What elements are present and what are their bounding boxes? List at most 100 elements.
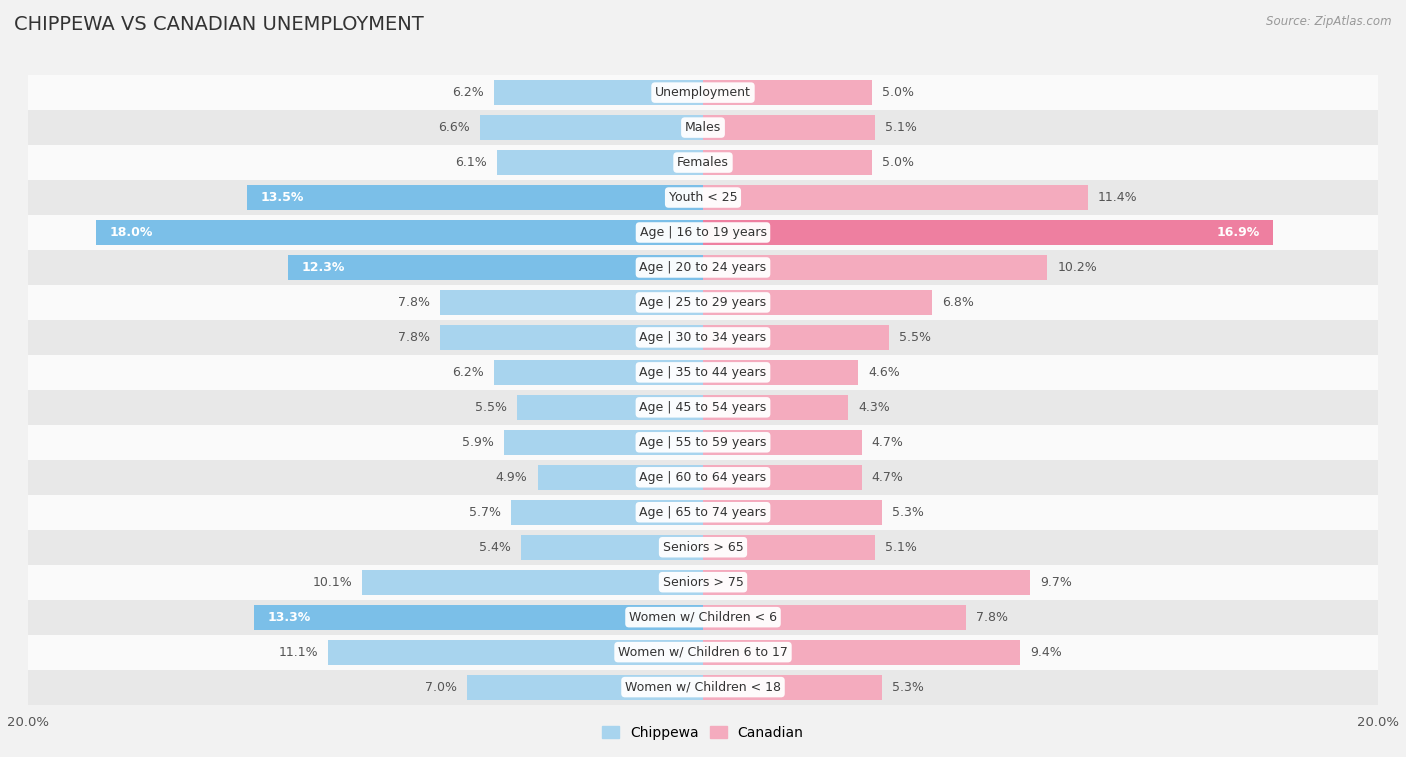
Text: 4.6%: 4.6% bbox=[869, 366, 900, 378]
Text: Unemployment: Unemployment bbox=[655, 86, 751, 99]
Bar bbox=[28, 600, 1378, 634]
Text: 5.3%: 5.3% bbox=[891, 506, 924, 519]
Legend: Chippewa, Canadian: Chippewa, Canadian bbox=[602, 726, 804, 740]
Bar bbox=[28, 495, 1378, 530]
Bar bbox=[28, 285, 1378, 320]
Text: 6.8%: 6.8% bbox=[942, 296, 974, 309]
Bar bbox=[288, 255, 703, 280]
Bar bbox=[254, 605, 703, 630]
Bar bbox=[537, 465, 703, 490]
Text: Youth < 25: Youth < 25 bbox=[669, 191, 737, 204]
Text: Age | 20 to 24 years: Age | 20 to 24 years bbox=[640, 261, 766, 274]
Text: 5.4%: 5.4% bbox=[479, 540, 510, 553]
Bar bbox=[440, 325, 703, 350]
Text: Age | 16 to 19 years: Age | 16 to 19 years bbox=[640, 226, 766, 239]
Text: 6.2%: 6.2% bbox=[451, 366, 484, 378]
Text: 18.0%: 18.0% bbox=[110, 226, 152, 239]
Text: 4.7%: 4.7% bbox=[872, 436, 904, 449]
Bar bbox=[28, 459, 1378, 495]
Bar bbox=[440, 290, 703, 315]
Text: Source: ZipAtlas.com: Source: ZipAtlas.com bbox=[1267, 15, 1392, 28]
Text: 5.3%: 5.3% bbox=[891, 681, 924, 693]
Bar bbox=[96, 220, 703, 245]
Text: 11.4%: 11.4% bbox=[1098, 191, 1137, 204]
Bar bbox=[28, 250, 1378, 285]
Bar bbox=[703, 80, 872, 105]
Text: 4.9%: 4.9% bbox=[496, 471, 527, 484]
Text: 7.8%: 7.8% bbox=[398, 296, 430, 309]
Text: Age | 45 to 54 years: Age | 45 to 54 years bbox=[640, 401, 766, 414]
Bar bbox=[703, 500, 882, 525]
Bar bbox=[28, 110, 1378, 145]
Text: 5.0%: 5.0% bbox=[882, 86, 914, 99]
Bar bbox=[703, 394, 848, 420]
Text: 6.1%: 6.1% bbox=[456, 156, 486, 169]
Text: Women w/ Children < 18: Women w/ Children < 18 bbox=[626, 681, 780, 693]
Bar bbox=[247, 185, 703, 210]
Text: 7.8%: 7.8% bbox=[976, 611, 1008, 624]
Bar bbox=[28, 565, 1378, 600]
Bar bbox=[703, 220, 1274, 245]
Text: 5.0%: 5.0% bbox=[882, 156, 914, 169]
Text: 5.7%: 5.7% bbox=[468, 506, 501, 519]
Bar bbox=[28, 75, 1378, 110]
Bar bbox=[703, 569, 1031, 595]
Text: Seniors > 75: Seniors > 75 bbox=[662, 575, 744, 589]
Text: 9.7%: 9.7% bbox=[1040, 575, 1073, 589]
Text: 10.1%: 10.1% bbox=[312, 575, 352, 589]
Bar bbox=[703, 640, 1021, 665]
Text: Females: Females bbox=[678, 156, 728, 169]
Bar bbox=[703, 605, 966, 630]
Text: 7.8%: 7.8% bbox=[398, 331, 430, 344]
Bar bbox=[329, 640, 703, 665]
Bar bbox=[520, 534, 703, 560]
Bar bbox=[703, 534, 875, 560]
Bar bbox=[498, 150, 703, 175]
Text: 5.5%: 5.5% bbox=[475, 401, 508, 414]
Text: 7.0%: 7.0% bbox=[425, 681, 457, 693]
Text: Age | 35 to 44 years: Age | 35 to 44 years bbox=[640, 366, 766, 378]
Text: 5.1%: 5.1% bbox=[886, 121, 917, 134]
Text: 12.3%: 12.3% bbox=[301, 261, 344, 274]
Bar bbox=[28, 355, 1378, 390]
Bar bbox=[467, 674, 703, 699]
Text: 13.3%: 13.3% bbox=[267, 611, 311, 624]
Text: 6.6%: 6.6% bbox=[439, 121, 470, 134]
Bar bbox=[494, 360, 703, 385]
Bar bbox=[28, 145, 1378, 180]
Text: CHIPPEWA VS CANADIAN UNEMPLOYMENT: CHIPPEWA VS CANADIAN UNEMPLOYMENT bbox=[14, 15, 423, 34]
Bar bbox=[363, 569, 703, 595]
Bar bbox=[703, 360, 858, 385]
Bar bbox=[28, 180, 1378, 215]
Text: 9.4%: 9.4% bbox=[1031, 646, 1062, 659]
Bar bbox=[28, 215, 1378, 250]
Text: 11.1%: 11.1% bbox=[278, 646, 318, 659]
Bar bbox=[494, 80, 703, 105]
Bar bbox=[703, 465, 862, 490]
Bar bbox=[703, 185, 1088, 210]
Text: Women w/ Children 6 to 17: Women w/ Children 6 to 17 bbox=[619, 646, 787, 659]
Bar bbox=[703, 115, 875, 140]
Text: Males: Males bbox=[685, 121, 721, 134]
Text: 4.7%: 4.7% bbox=[872, 471, 904, 484]
Text: 5.9%: 5.9% bbox=[463, 436, 494, 449]
Bar bbox=[703, 325, 889, 350]
Text: Age | 30 to 34 years: Age | 30 to 34 years bbox=[640, 331, 766, 344]
Bar bbox=[28, 530, 1378, 565]
Text: 6.2%: 6.2% bbox=[451, 86, 484, 99]
Text: Age | 60 to 64 years: Age | 60 to 64 years bbox=[640, 471, 766, 484]
Bar bbox=[703, 290, 932, 315]
Text: 10.2%: 10.2% bbox=[1057, 261, 1097, 274]
Text: Age | 55 to 59 years: Age | 55 to 59 years bbox=[640, 436, 766, 449]
Text: 5.5%: 5.5% bbox=[898, 331, 931, 344]
Text: Age | 25 to 29 years: Age | 25 to 29 years bbox=[640, 296, 766, 309]
Bar bbox=[510, 500, 703, 525]
Bar bbox=[28, 634, 1378, 670]
Bar bbox=[503, 430, 703, 455]
Text: Women w/ Children < 6: Women w/ Children < 6 bbox=[628, 611, 778, 624]
Bar bbox=[28, 425, 1378, 459]
Bar bbox=[481, 115, 703, 140]
Text: 16.9%: 16.9% bbox=[1216, 226, 1260, 239]
Text: Seniors > 65: Seniors > 65 bbox=[662, 540, 744, 553]
Text: 4.3%: 4.3% bbox=[858, 401, 890, 414]
